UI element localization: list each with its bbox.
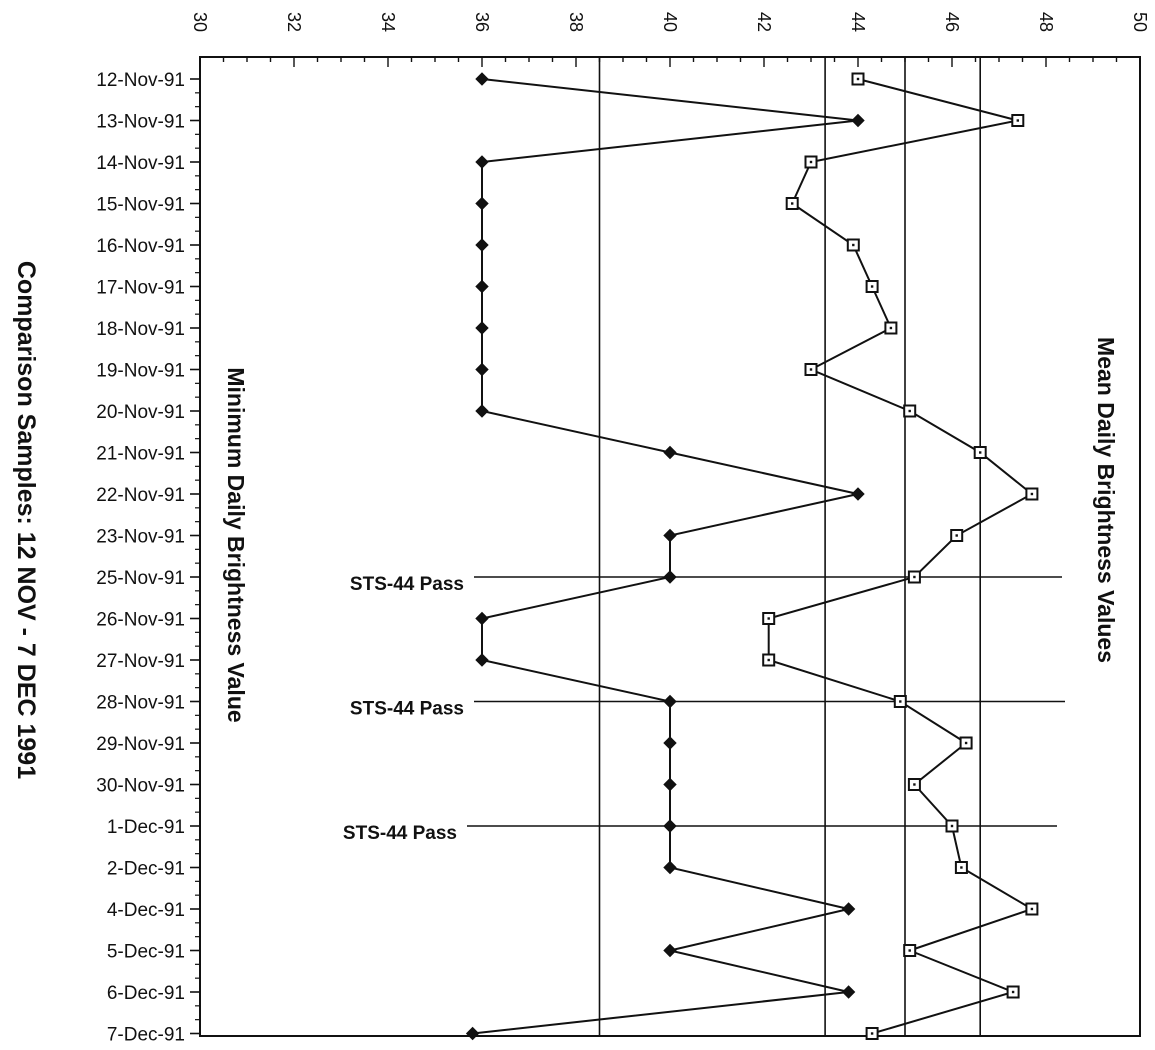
y-tick-label: 7-Dec-91 <box>107 1025 185 1046</box>
y-tick-label: 2-Dec-91 <box>107 859 185 880</box>
min-brightness-point <box>663 694 677 709</box>
x-tick-label: 36 <box>472 12 492 32</box>
x-tick-label: 38 <box>566 12 586 32</box>
y-tick-label: 14-Nov-91 <box>96 153 185 174</box>
x-tick-label: 30 <box>190 12 210 32</box>
pass-annotations: STS-44 Pass STS-44 Pass STS-44 Pass <box>343 574 1065 844</box>
y-tick-label: 30-Nov-91 <box>96 776 185 797</box>
y-tick-label: 6-Dec-91 <box>107 983 185 1004</box>
chart-title: Comparison Samples: 12 NOV - 7 DEC 1991 <box>12 261 40 779</box>
min-brightness-point <box>475 72 489 86</box>
mean-brightness-point-dot <box>908 409 911 413</box>
min-brightness-point <box>475 611 489 626</box>
y-tick-label: 27-Nov-91 <box>96 651 185 672</box>
min-brightness-point <box>841 902 856 916</box>
mean-brightness-point-dot <box>809 160 813 164</box>
min-brightness-point <box>475 279 489 294</box>
mean-brightness-point-dot <box>870 285 874 288</box>
min-brightness-point <box>663 570 677 584</box>
mean-brightness-point-dot <box>913 575 916 579</box>
min-brightness-point <box>475 238 489 252</box>
mean-brightness-point-dot <box>852 243 855 247</box>
min-brightness-point <box>663 860 677 875</box>
pass-label-1: STS-44 Pass <box>350 699 464 720</box>
series-label-minimum: Minimum Daily Brightness Value <box>223 367 249 722</box>
series-label-mean: Mean Daily Brightness Values <box>1093 337 1119 663</box>
y-tick-label: 23-Nov-91 <box>96 527 185 548</box>
mean-brightness-point-dot <box>1016 119 1019 122</box>
series-line-0 <box>472 78 859 1035</box>
mean-brightness-point-dot <box>1030 907 1034 911</box>
y-tick-label: 4-Dec-91 <box>107 900 185 921</box>
mean-brightness-point-dot <box>767 658 770 662</box>
min-brightness-point <box>663 736 677 750</box>
min-brightness-point <box>851 113 865 128</box>
mean-brightness-point-dot <box>767 617 770 620</box>
x-tick-label: 46 <box>942 12 962 32</box>
y-axis: 12-Nov-91 13-Nov-91 14-Nov-91 15-Nov-91 16-N… <box>96 70 200 1046</box>
mean-brightness-point-dot <box>950 824 954 828</box>
min-brightness-point <box>663 777 677 792</box>
y-tick-label: 19-Nov-91 <box>96 361 185 382</box>
mean-brightness-point-dot <box>964 741 968 745</box>
mean-brightness-point-dot <box>913 783 916 786</box>
y-tick-label: 26-Nov-91 <box>96 610 185 631</box>
y-tick-label: 22-Nov-91 <box>96 485 185 506</box>
x-tick-label: 32 <box>284 12 304 32</box>
mean-brightness-point-dot <box>960 866 963 869</box>
x-tick-label: 50 <box>1130 12 1150 32</box>
y-tick-label: 17-Nov-91 <box>96 278 185 299</box>
mean-brightness-point-dot <box>1011 990 1015 994</box>
y-tick-label: 29-Nov-91 <box>96 734 185 755</box>
mean-brightness-point-dot <box>809 368 813 371</box>
min-brightness-point <box>475 653 489 667</box>
min-brightness-point <box>663 819 677 833</box>
y-tick-label: 5-Dec-91 <box>107 942 185 963</box>
mean-brightness-point-dot <box>791 202 794 205</box>
min-brightness-point <box>475 155 489 169</box>
y-tick-label: 15-Nov-91 <box>96 195 185 216</box>
x-tick-label: 44 <box>848 12 868 32</box>
min-brightness-point <box>663 943 677 958</box>
mean-brightness-point-dot <box>1030 492 1034 496</box>
min-brightness-point <box>475 404 489 418</box>
x-tick-label: 48 <box>1036 12 1056 32</box>
mean-brightness-point-dot <box>870 1032 874 1035</box>
series-line-1 <box>767 78 1035 1035</box>
y-tick-label: 25-Nov-91 <box>96 568 185 589</box>
y-tick-label: 18-Nov-91 <box>96 319 185 340</box>
mean-brightness-point-dot <box>899 700 902 703</box>
mean-brightness-point-dot <box>908 949 911 952</box>
mean-brightness-point-dot <box>955 534 958 537</box>
min-brightness-point <box>851 487 865 501</box>
mean-brightness-point-dot <box>889 326 893 330</box>
y-tick-label: 12-Nov-91 <box>96 70 185 91</box>
y-tick-label: 1-Dec-91 <box>107 817 185 838</box>
series-layer <box>465 72 1039 1041</box>
mean-brightness-point-dot <box>979 451 982 454</box>
min-brightness-point <box>841 985 856 999</box>
x-tick-label: 34 <box>378 12 398 32</box>
reference-lines <box>598 57 982 1036</box>
min-brightness-point <box>663 528 677 543</box>
min-brightness-point <box>475 362 489 377</box>
min-brightness-point <box>475 321 489 335</box>
mean-brightness-point-dot <box>856 77 860 81</box>
y-tick-label: 28-Nov-91 <box>96 693 185 714</box>
x-axis: 30 32 34 36 38 40 42 44 46 48 50 <box>190 12 1150 67</box>
y-tick-label: 16-Nov-91 <box>96 236 185 257</box>
min-brightness-point <box>663 445 677 460</box>
y-tick-label: 20-Nov-91 <box>96 402 185 423</box>
pass-label-2: STS-44 Pass <box>343 823 457 844</box>
y-tick-label: 21-Nov-91 <box>96 444 185 465</box>
pass-label-0: STS-44 Pass <box>350 574 464 595</box>
x-tick-label: 42 <box>754 12 774 32</box>
min-brightness-point <box>475 196 489 211</box>
min-brightness-point <box>465 1026 480 1041</box>
x-tick-label: 40 <box>660 12 680 32</box>
y-tick-label: 13-Nov-91 <box>96 112 185 133</box>
